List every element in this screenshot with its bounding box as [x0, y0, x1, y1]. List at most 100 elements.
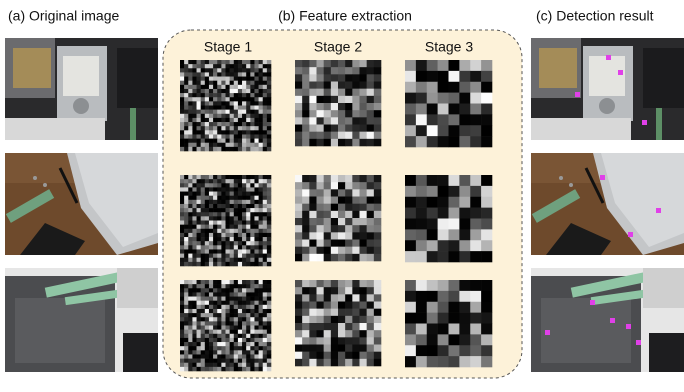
- feature-cell: [324, 197, 331, 204]
- feature-cell: [267, 147, 271, 151]
- feature-cell: [184, 262, 188, 266]
- feature-cell: [230, 97, 234, 101]
- feature-cell: [192, 118, 196, 122]
- feature-cell: [197, 280, 201, 284]
- feature-cell: [234, 175, 238, 179]
- feature-cell: [324, 67, 331, 74]
- feature-cell: [309, 132, 316, 139]
- feature-cell: [226, 77, 230, 81]
- feature-cell: [197, 225, 201, 229]
- feature-cell: [238, 179, 242, 183]
- feature-cell: [238, 196, 242, 200]
- feature-cell: [209, 301, 213, 305]
- detection-photo: [531, 38, 684, 140]
- feature-cell: [238, 292, 242, 296]
- feature-cell: [331, 175, 338, 182]
- feature-cell: [242, 118, 246, 122]
- feature-cell: [226, 81, 230, 85]
- feature-cell: [263, 81, 267, 85]
- feature-cell: [438, 208, 449, 219]
- feature-cell: [201, 187, 205, 191]
- feature-cell: [205, 245, 209, 249]
- feature-cell: [217, 175, 221, 179]
- feature-cell: [250, 334, 254, 338]
- feature-cell: [324, 309, 331, 316]
- feature-cell: [188, 233, 192, 237]
- feature-cell: [360, 182, 367, 189]
- feature-cell: [192, 262, 196, 266]
- feature-cell: [438, 82, 449, 93]
- feature-cell: [192, 346, 196, 350]
- feature-cell: [309, 197, 316, 204]
- feature-cell: [242, 354, 246, 358]
- feature-cell: [230, 245, 234, 249]
- feature-cell: [309, 74, 316, 81]
- feature-cell: [317, 323, 324, 330]
- feature-cell: [470, 93, 481, 104]
- feature-cell: [180, 249, 184, 253]
- feature-cell: [192, 284, 196, 288]
- feature-cell: [246, 262, 250, 266]
- feature-cell: [338, 359, 345, 366]
- feature-cell: [360, 316, 367, 323]
- feature-cell: [192, 321, 196, 325]
- feature-cell: [234, 367, 238, 371]
- feature-cell: [188, 106, 192, 110]
- feature-cell: [259, 305, 263, 309]
- feature-cell: [250, 225, 254, 229]
- feature-cell: [230, 122, 234, 126]
- feature-cell: [209, 321, 213, 325]
- feature-cell: [267, 89, 271, 93]
- feature-cell: [242, 334, 246, 338]
- feature-cell: [254, 280, 258, 284]
- feature-cell: [345, 67, 352, 74]
- feature-cell: [267, 85, 271, 89]
- feature-cell: [331, 204, 338, 211]
- feature-cell: [438, 136, 449, 147]
- feature-cell: [374, 60, 381, 67]
- feature-cell: [374, 89, 381, 96]
- feature-cell: [226, 93, 230, 97]
- feature-cell: [267, 130, 271, 134]
- feature-cell: [184, 301, 188, 305]
- feature-cell: [360, 211, 367, 218]
- feature-cell: [213, 77, 217, 81]
- feature-cell: [242, 68, 246, 72]
- feature-cell: [201, 288, 205, 292]
- feature-cell: [250, 187, 254, 191]
- feature-cell: [226, 64, 230, 68]
- feature-cell: [405, 313, 416, 324]
- feature-cell: [180, 363, 184, 367]
- feature-cell: [295, 189, 302, 196]
- feature-cell: [213, 192, 217, 196]
- feature-cell: [295, 225, 302, 232]
- feature-cell: [259, 139, 263, 143]
- feature-cell: [254, 106, 258, 110]
- feature-cell: [226, 342, 230, 346]
- feature-cell: [338, 323, 345, 330]
- feature-cell: [230, 229, 234, 233]
- feature-cell: [205, 134, 209, 138]
- feature-cell: [317, 132, 324, 139]
- feature-cell: [209, 200, 213, 204]
- feature-cell: [331, 309, 338, 316]
- feature-cell: [481, 60, 492, 71]
- feature-cell: [242, 60, 246, 64]
- feature-cell: [254, 359, 258, 363]
- feature-cell: [317, 139, 324, 146]
- feature-cell: [238, 147, 242, 151]
- feature-cell: [374, 211, 381, 218]
- feature-cell: [263, 346, 267, 350]
- feature-cell: [217, 101, 221, 105]
- feature-cell: [201, 280, 205, 284]
- feature-cell: [184, 254, 188, 258]
- feature-cell: [263, 262, 267, 266]
- feature-cell: [192, 175, 196, 179]
- feature-cell: [302, 96, 309, 103]
- feature-cell: [438, 251, 449, 262]
- feature-cell: [180, 89, 184, 93]
- feature-cell: [217, 233, 221, 237]
- feature-cell: [345, 197, 352, 204]
- feature-cell: [205, 110, 209, 114]
- feature-cell: [459, 251, 470, 262]
